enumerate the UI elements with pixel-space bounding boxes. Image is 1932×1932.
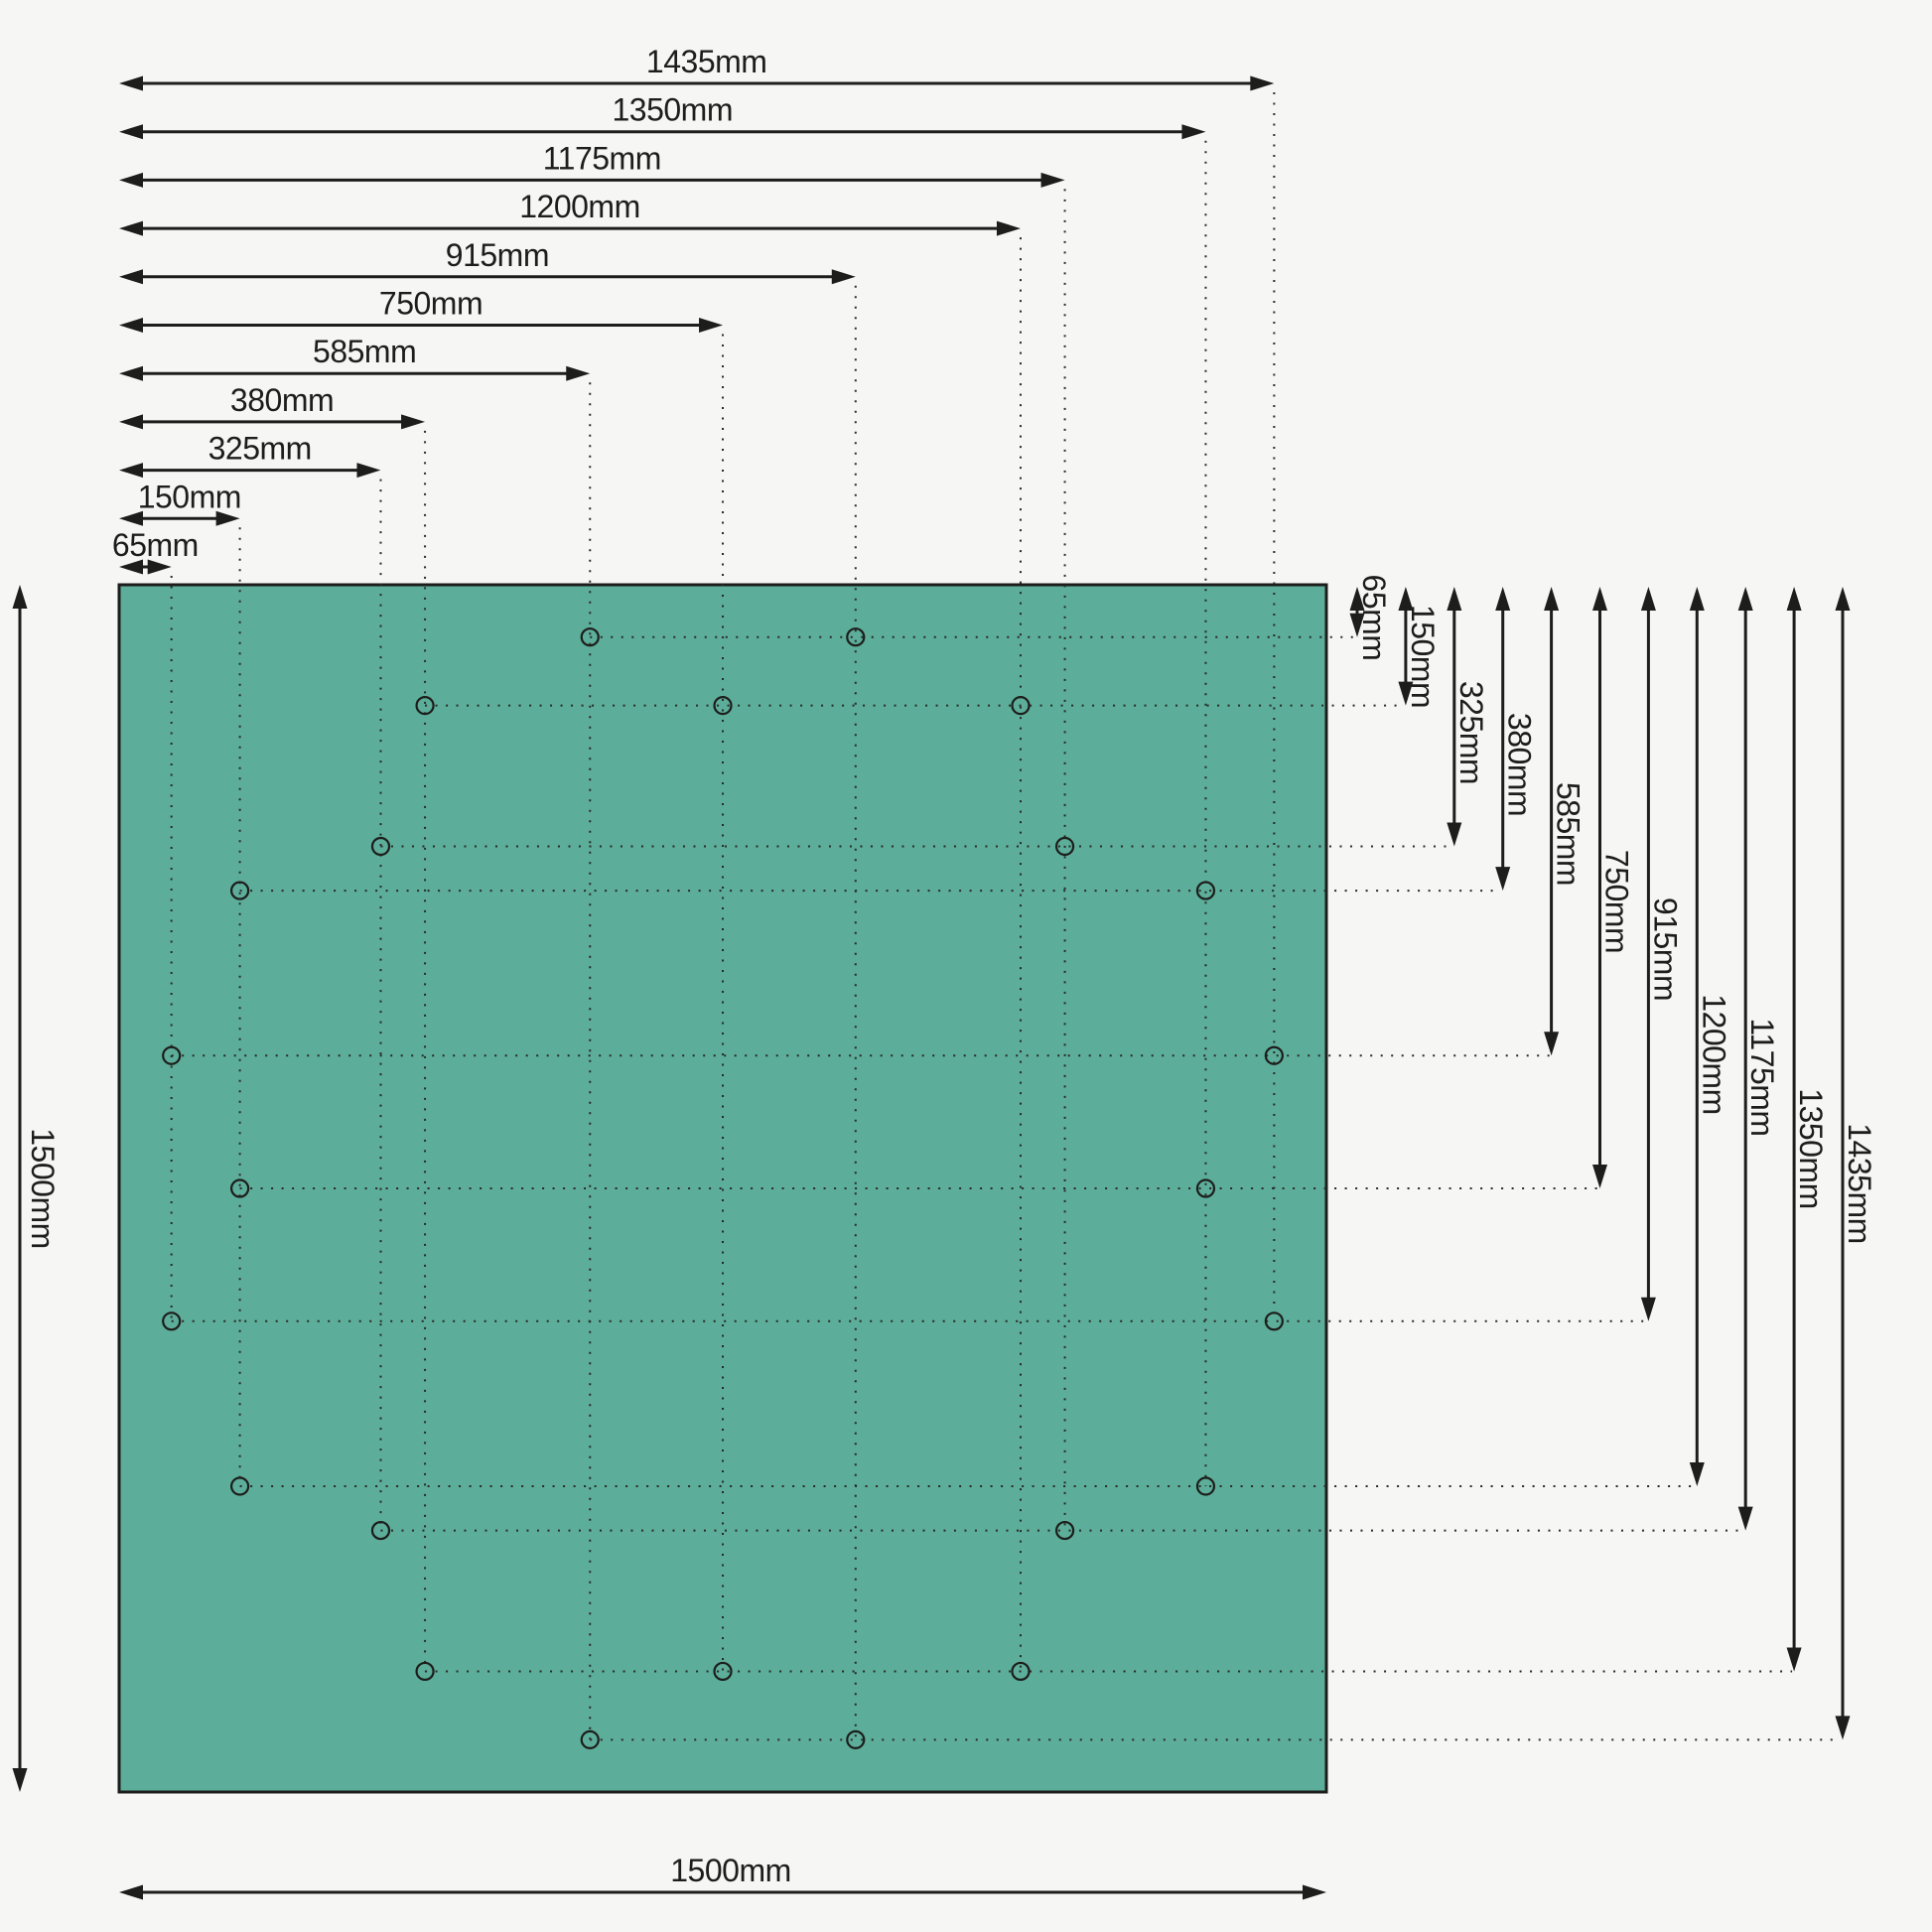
- top-dim-150mm-head-start: [119, 510, 143, 526]
- right-dim-label-750mm: 750mm: [1599, 850, 1635, 953]
- hole-1120-150: [1011, 696, 1031, 716]
- top-dim-750mm-head-end: [699, 318, 724, 333]
- right-dim-325mm-head-end: [1447, 822, 1462, 847]
- right-dim-150mm-head-end: [1398, 681, 1414, 706]
- top-dim-label-1435mm: 1435mm: [646, 44, 767, 79]
- top-dim-label-380mm: 380mm: [230, 382, 334, 418]
- right-dim-label-325mm: 325mm: [1453, 681, 1489, 784]
- right-dim-label-915mm: 915mm: [1647, 897, 1683, 1001]
- right-dim-380mm-head-end: [1495, 867, 1511, 892]
- top-dim-1200mm-head-start: [119, 220, 143, 236]
- right-dim-915mm-head-end: [1640, 1297, 1656, 1321]
- top-dim-label-1350mm: 1350mm: [612, 92, 733, 128]
- top-dim-1175mm-head-end: [1040, 172, 1065, 188]
- top-dim-label-65mm: 65mm: [112, 527, 199, 563]
- hole-1175-325: [1054, 836, 1075, 857]
- right-dim-label-585mm: 585mm: [1551, 782, 1587, 886]
- hole-750-1350: [713, 1661, 733, 1682]
- hole-380-1350: [415, 1661, 435, 1682]
- top-dim-65mm-head-end: [147, 559, 172, 575]
- right-dim-325mm-head-start: [1447, 587, 1462, 611]
- top-dim-label-585mm: 585mm: [313, 334, 416, 369]
- hole-1350-1120: [1195, 1476, 1216, 1496]
- hole-325-1175: [370, 1520, 391, 1541]
- top-dim-label-750mm: 750mm: [379, 286, 483, 322]
- top-dim-915mm-head-start: [119, 269, 143, 285]
- right-dim-750mm-head-start: [1592, 587, 1607, 611]
- left-dim-1500mm-head-start: [12, 585, 28, 609]
- right-dim-585mm-head-start: [1544, 587, 1560, 611]
- top-dim-1175mm-head-start: [119, 172, 143, 188]
- bottom-dim-1500mm-head-end: [1303, 1884, 1326, 1900]
- right-dim-65mm-head-end: [1349, 613, 1365, 637]
- hole-1120-1350: [1011, 1661, 1031, 1682]
- top-dim-65mm-head-start: [119, 559, 143, 575]
- hole-65-585: [162, 1045, 182, 1065]
- right-dim-1200mm-head-start: [1689, 587, 1705, 611]
- top-dim-1435mm-head-start: [119, 75, 143, 91]
- hole-915-1435: [846, 1729, 866, 1749]
- bottom-dim-1500mm-head-start: [119, 1884, 143, 1900]
- hole-65-915: [162, 1311, 182, 1331]
- hole-915-65: [846, 627, 866, 647]
- right-dim-1435mm-head-start: [1835, 587, 1851, 611]
- left-dim-1500mm-head-end: [12, 1768, 28, 1792]
- hole-1435-915: [1264, 1311, 1284, 1331]
- right-dim-label-150mm: 150mm: [1405, 605, 1441, 708]
- top-dim-label-915mm: 915mm: [446, 237, 549, 273]
- hole-1350-750: [1195, 1178, 1216, 1198]
- right-dim-label-380mm: 380mm: [1502, 713, 1538, 816]
- hole-325-325: [370, 836, 391, 857]
- panel: [117, 583, 1328, 1794]
- right-dim-380mm-head-start: [1495, 587, 1511, 611]
- hole-750-150: [713, 696, 733, 716]
- top-dim-1350mm-head-end: [1181, 124, 1206, 140]
- right-dim-label-1350mm: 1350mm: [1793, 1088, 1829, 1209]
- right-dim-915mm-head-start: [1640, 587, 1656, 611]
- top-dim-label-1175mm: 1175mm: [543, 140, 661, 176]
- right-dim-label-1435mm: 1435mm: [1842, 1123, 1877, 1244]
- right-dim-label-1175mm: 1175mm: [1744, 1018, 1780, 1136]
- top-dim-380mm-head-start: [119, 414, 143, 430]
- hole-585-65: [580, 627, 600, 647]
- right-dim-label-65mm: 65mm: [1356, 575, 1392, 661]
- top-dim-750mm-head-start: [119, 318, 143, 333]
- right-dim-label-1200mm: 1200mm: [1696, 994, 1731, 1115]
- top-dim-label-1200mm: 1200mm: [519, 189, 640, 224]
- top-dim-915mm-head-end: [831, 269, 856, 285]
- right-dim-1435mm-head-end: [1835, 1716, 1851, 1740]
- right-dim-1175mm-head-end: [1737, 1506, 1753, 1531]
- right-dim-1350mm-head-end: [1786, 1647, 1802, 1672]
- top-dim-380mm-head-end: [401, 414, 426, 430]
- top-dim-325mm-head-start: [119, 463, 143, 479]
- top-dim-label-325mm: 325mm: [208, 431, 312, 467]
- hole-380-150: [415, 696, 435, 716]
- hole-1435-585: [1264, 1045, 1284, 1065]
- top-dim-1350mm-head-start: [119, 124, 143, 140]
- right-dim-1200mm-head-end: [1689, 1461, 1705, 1486]
- hole-1175-1175: [1054, 1520, 1075, 1541]
- right-dim-750mm-head-end: [1592, 1165, 1607, 1189]
- top-dim-585mm-head-start: [119, 365, 143, 381]
- hole-150-380: [230, 881, 250, 900]
- right-dim-65mm-head-start: [1349, 587, 1365, 611]
- hole-150-1120: [230, 1476, 250, 1496]
- top-dim-150mm-head-end: [215, 510, 240, 526]
- left-dim-label-1500mm: 1500mm: [25, 1128, 61, 1249]
- right-dim-1350mm-head-start: [1786, 587, 1802, 611]
- bottom-dim-label-1500mm: 1500mm: [670, 1853, 791, 1888]
- top-dim-1435mm-head-end: [1250, 75, 1275, 91]
- right-dim-1175mm-head-start: [1737, 587, 1753, 611]
- top-dim-1200mm-head-end: [996, 220, 1021, 236]
- hole-585-1435: [580, 1729, 600, 1749]
- top-dim-585mm-head-end: [566, 365, 591, 381]
- top-dim-325mm-head-end: [356, 463, 381, 479]
- top-dim-label-150mm: 150mm: [138, 479, 241, 514]
- hole-150-750: [230, 1178, 250, 1198]
- hole-1350-380: [1195, 881, 1216, 900]
- right-dim-150mm-head-start: [1398, 587, 1414, 611]
- right-dim-585mm-head-end: [1544, 1032, 1560, 1056]
